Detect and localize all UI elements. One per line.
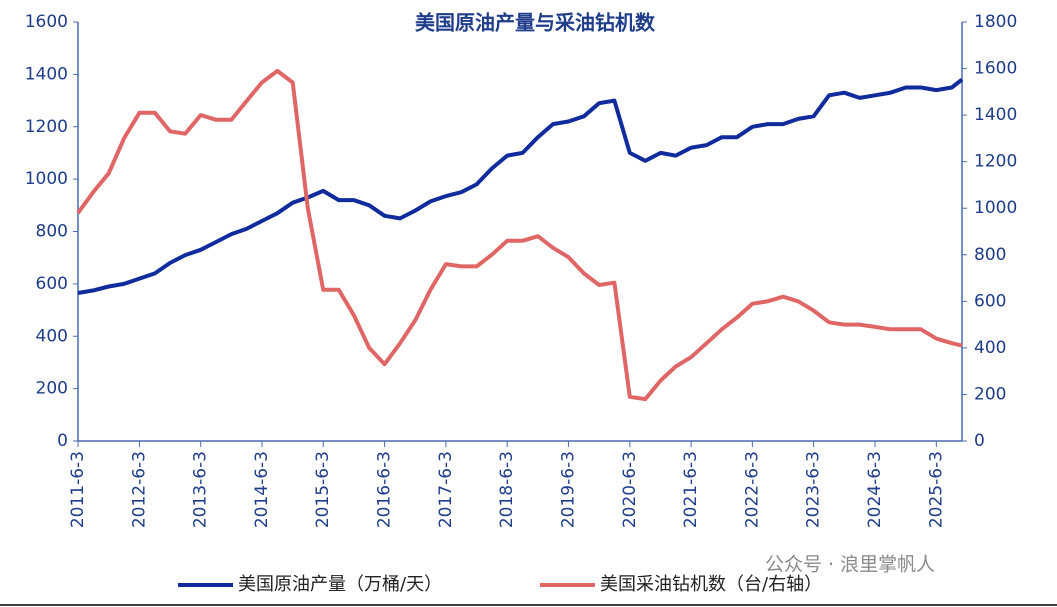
y2-tick-label: 1600 <box>974 59 1017 79</box>
x-tick-label: 2014-6-3 <box>252 451 272 528</box>
y-tick-label: 800 <box>36 222 68 242</box>
y2-tick-label: 200 <box>974 384 1006 404</box>
y-tick-label: 600 <box>36 274 68 294</box>
x-tick-label: 2018-6-3 <box>497 451 517 528</box>
legend-label: 美国原油产量（万桶/天） <box>238 574 442 595</box>
x-tick-label: 2011-6-3 <box>68 451 88 528</box>
y-tick-label: 200 <box>36 379 68 399</box>
y-tick-label: 1600 <box>25 12 68 32</box>
x-tick-label: 2017-6-3 <box>436 451 456 528</box>
watermark: 公众号 · 浪里掌帆人 <box>765 554 935 576</box>
y2-tick-label: 400 <box>974 338 1006 358</box>
y-tick-label: 1400 <box>25 64 68 84</box>
x-tick-label: 2021-6-3 <box>681 451 701 528</box>
x-tick-label: 2013-6-3 <box>191 451 211 528</box>
x-tick-label: 2015-6-3 <box>313 451 333 528</box>
x-tick-label: 2012-6-3 <box>129 451 149 528</box>
legend-label: 美国采油钻机数（台/右轴） <box>600 574 822 595</box>
x-tick-label: 2016-6-3 <box>375 451 395 528</box>
x-tick-label: 2022-6-3 <box>742 451 762 528</box>
y2-tick-label: 800 <box>974 245 1006 265</box>
x-tick-label: 2019-6-3 <box>558 451 578 528</box>
y-tick-label: 1000 <box>25 169 68 189</box>
y2-tick-label: 600 <box>974 291 1006 311</box>
x-tick-label: 2024-6-3 <box>865 451 885 528</box>
chart-title: 美国原油产量与采油钻机数 <box>415 11 656 35</box>
y2-tick-label: 1800 <box>974 12 1017 32</box>
y2-tick-label: 1000 <box>974 198 1017 218</box>
y-tick-label: 400 <box>36 326 68 346</box>
x-tick-label: 2023-6-3 <box>804 451 824 528</box>
y-tick-label: 0 <box>57 431 68 451</box>
x-tick-label: 2020-6-3 <box>620 451 640 528</box>
series-line <box>76 68 963 402</box>
x-tick-label: 2025-6-3 <box>926 451 946 528</box>
y2-tick-label: 0 <box>974 431 985 451</box>
y2-tick-label: 1400 <box>974 105 1017 125</box>
y-tick-label: 1200 <box>25 117 68 137</box>
series-line <box>77 78 964 295</box>
y2-tick-label: 1200 <box>974 152 1017 172</box>
